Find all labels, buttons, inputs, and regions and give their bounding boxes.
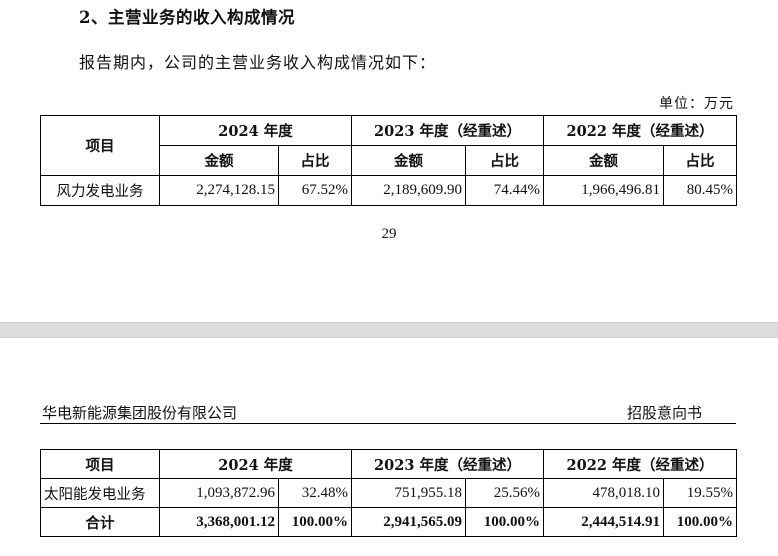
table-row: 风力发电业务 2,274,128.15 67.52% 2,189,609.90 …: [40, 175, 737, 206]
intro-text: 报告期内，公司的主营业务收入构成情况如下：: [79, 53, 437, 72]
header-company-name: 华电新能源集团股份有限公司: [42, 404, 238, 422]
page-number: 29: [381, 226, 397, 242]
cell-ratio: 32.48%: [278, 478, 352, 508]
revenue-table-part1: 项目 2024 年度 2023 年度（经重述） 2022 年度（经重述） 金额 …: [40, 115, 737, 206]
sub-ratio-header: 占比: [465, 145, 544, 176]
year-header-2023: 2023 年度（经重述）: [351, 115, 544, 146]
cell-amount: 2,189,609.90: [351, 175, 466, 206]
total-ratio: 100.00%: [663, 507, 737, 537]
col-item-header: 项目: [40, 115, 160, 176]
total-amount: 2,444,514.91: [543, 507, 664, 537]
table-header-row: 项目 2024 年度 2023 年度（经重述） 2022 年度（经重述）: [40, 115, 737, 176]
cell-ratio: 67.52%: [278, 175, 352, 206]
year-header-2024: 2024 年度: [159, 115, 352, 146]
cell-amount: 1,093,872.96: [159, 478, 279, 508]
row-item-label: 风力发电业务: [40, 175, 160, 206]
sub-amount-header: 金额: [543, 145, 664, 176]
cell-amount: 1,966,496.81: [543, 175, 664, 206]
sub-ratio-header: 占比: [278, 145, 352, 176]
unit-label: 单位：万元: [659, 96, 734, 112]
cell-ratio: 74.44%: [465, 175, 544, 206]
col-item-header: 项目: [40, 449, 160, 479]
total-amount: 3,368,001.12: [159, 507, 279, 537]
table-total-row: 合计 3,368,001.12 100.00% 2,941,565.09 100…: [40, 507, 737, 537]
cell-ratio: 80.45%: [663, 175, 737, 206]
total-label: 合计: [40, 507, 160, 537]
table-row: 太阳能发电业务 1,093,872.96 32.48% 751,955.18 2…: [40, 478, 737, 508]
sub-amount-header: 金额: [351, 145, 466, 176]
cell-ratio: 19.55%: [663, 478, 737, 508]
total-amount: 2,941,565.09: [351, 507, 466, 537]
year-header-2023: 2023 年度（经重述）: [351, 449, 544, 479]
total-ratio: 100.00%: [278, 507, 352, 537]
year-header-2022: 2022 年度（经重述）: [543, 115, 737, 146]
table-header-row: 项目 2024 年度 2023 年度（经重述） 2022 年度（经重述）: [40, 449, 737, 479]
year-header-2024: 2024 年度: [159, 449, 352, 479]
table-subheader-row: 金额 占比 金额 占比 金额 占比: [41, 145, 737, 176]
section-heading: 2、主营业务的收入构成情况: [79, 8, 295, 27]
sub-ratio-header: 占比: [663, 145, 737, 176]
total-ratio: 100.00%: [465, 507, 544, 537]
year-header-2022: 2022 年度（经重述）: [543, 449, 737, 479]
cell-amount: 478,018.10: [543, 478, 664, 508]
header-rule: [40, 423, 736, 424]
cell-ratio: 25.56%: [465, 478, 544, 508]
cell-amount: 751,955.18: [351, 478, 466, 508]
revenue-table-part2: 项目 2024 年度 2023 年度（经重述） 2022 年度（经重述） 太阳能…: [40, 449, 737, 537]
sub-amount-header: 金额: [159, 145, 279, 176]
page-separator: [0, 322, 778, 338]
cell-amount: 2,274,128.15: [159, 175, 279, 206]
row-item-label: 太阳能发电业务: [40, 478, 160, 508]
page-upper: 2、主营业务的收入构成情况 报告期内，公司的主营业务收入构成情况如下： 单位：万…: [40, 8, 737, 242]
header-doc-title: 招股意向书: [626, 404, 702, 422]
